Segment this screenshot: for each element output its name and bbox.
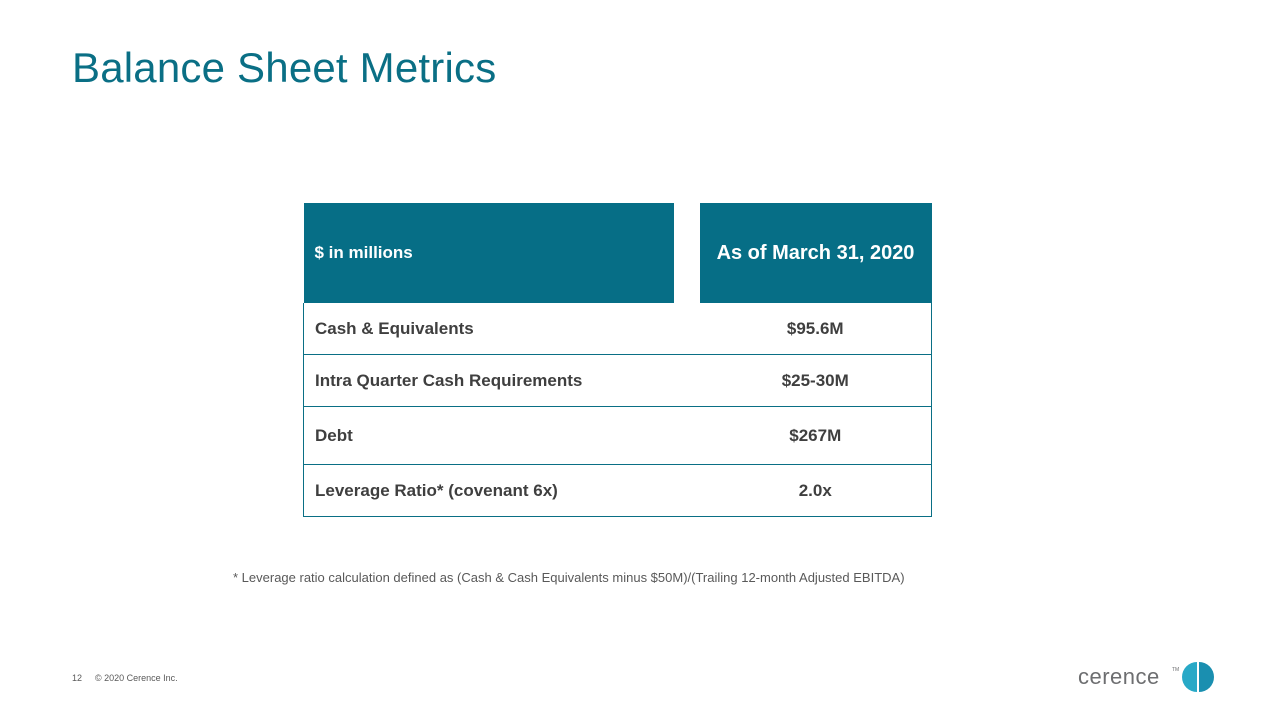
row-value: $25-30M: [699, 354, 932, 407]
row-label: Intra Quarter Cash Requirements: [303, 354, 700, 407]
table-row: Intra Quarter Cash Requirements $25-30M: [303, 354, 932, 407]
table-row: Debt $267M: [303, 406, 932, 465]
balance-sheet-table: $ in millions As of March 31, 2020 Cash …: [303, 203, 932, 517]
svg-text:TM: TM: [1172, 667, 1179, 673]
table-row: Leverage Ratio* (covenant 6x) 2.0x: [303, 464, 932, 517]
row-label: Cash & Equivalents: [303, 303, 700, 355]
cerence-logo-icon: cerence TM: [1078, 662, 1214, 692]
table-header-row: $ in millions As of March 31, 2020: [303, 203, 932, 303]
header-label: $ in millions: [303, 203, 674, 303]
table-row: Cash & Equivalents $95.6M: [303, 303, 932, 355]
row-value: 2.0x: [699, 464, 932, 517]
header-value: As of March 31, 2020: [699, 203, 932, 303]
header-gap: [673, 203, 700, 303]
svg-text:cerence: cerence: [1078, 664, 1160, 689]
row-label: Debt: [303, 406, 700, 465]
row-value: $267M: [699, 406, 932, 465]
slide-title: Balance Sheet Metrics: [72, 44, 497, 91]
row-label: Leverage Ratio* (covenant 6x): [303, 464, 700, 517]
footnote: * Leverage ratio calculation defined as …: [233, 570, 905, 585]
page-number: 12: [72, 673, 83, 683]
copyright: © 2020 Cerence Inc.: [95, 673, 178, 683]
row-value: $95.6M: [699, 303, 932, 355]
